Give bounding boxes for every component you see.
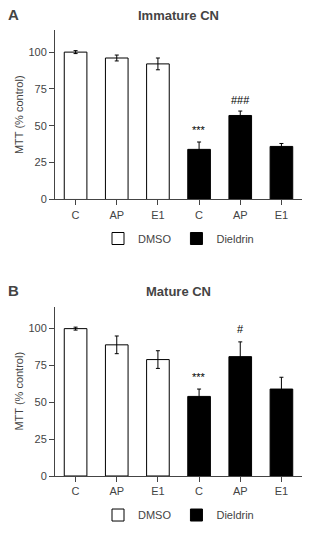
svg-text:B: B [8, 282, 19, 299]
svg-text:25: 25 [35, 433, 47, 445]
svg-text:MTT (% control): MTT (% control) [13, 352, 25, 431]
svg-text:AP: AP [233, 209, 248, 221]
svg-text:AP: AP [109, 485, 124, 497]
svg-text:DMSO: DMSO [138, 509, 171, 521]
svg-text:Mature CN: Mature CN [146, 284, 211, 299]
svg-text:C: C [72, 485, 80, 497]
svg-text:***: *** [192, 371, 206, 383]
svg-text:E1: E1 [151, 485, 164, 497]
svg-text:DMSO: DMSO [138, 233, 171, 245]
svg-text:0: 0 [41, 470, 47, 482]
svg-text:MTT (% control): MTT (% control) [13, 75, 25, 154]
svg-text:Dieldrin: Dieldrin [216, 509, 253, 521]
svg-text:C: C [72, 209, 80, 221]
svg-text:Dieldrin: Dieldrin [216, 233, 253, 245]
svg-text:***: *** [192, 124, 206, 136]
svg-text:E1: E1 [275, 209, 288, 221]
svg-text:C: C [195, 209, 203, 221]
svg-text:50: 50 [35, 120, 47, 132]
svg-text:100: 100 [28, 322, 46, 334]
svg-text:#: # [237, 323, 244, 335]
svg-text:75: 75 [35, 83, 47, 95]
svg-text:AP: AP [233, 485, 248, 497]
svg-text:E1: E1 [151, 209, 164, 221]
svg-text:25: 25 [35, 156, 47, 168]
svg-text:A: A [8, 6, 19, 23]
svg-text:E1: E1 [275, 485, 288, 497]
svg-text:###: ### [231, 94, 250, 106]
svg-text:75: 75 [35, 359, 47, 371]
svg-text:Immature CN: Immature CN [138, 8, 219, 23]
svg-text:50: 50 [35, 396, 47, 408]
svg-text:C: C [195, 485, 203, 497]
svg-text:100: 100 [28, 46, 46, 58]
svg-text:0: 0 [41, 193, 47, 205]
svg-text:AP: AP [109, 209, 124, 221]
